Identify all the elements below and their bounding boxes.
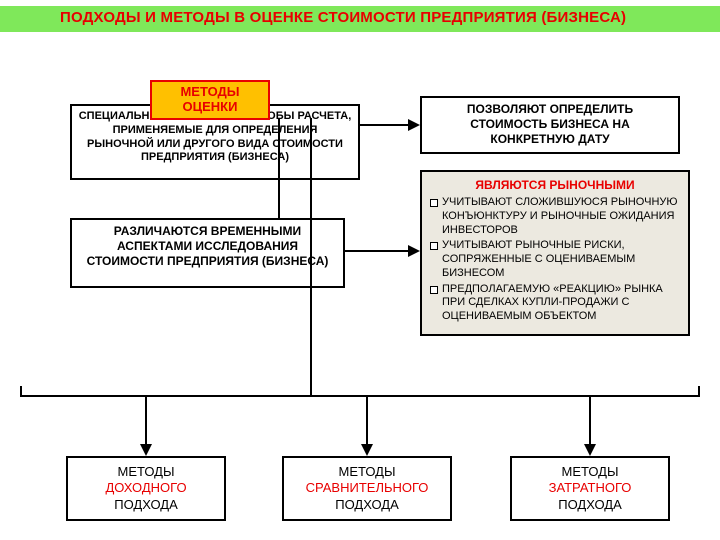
method-comparative: МЕТОДЫ СРАВНИТЕЛЬНОГО ПОДХОДА [282, 456, 452, 521]
connector-line [278, 118, 280, 218]
method-pre: МЕТОДЫ [339, 464, 396, 479]
market-list: УЧИТЫВАЮТ СЛОЖИВШУЮСЯ РЫНОЧНУЮ КОНЪЮНКТУ… [430, 196, 680, 324]
connector-line [345, 250, 408, 252]
connector-line [698, 386, 700, 397]
market-panel-title: ЯВЛЯЮТСЯ РЫНОЧНЫМИ [430, 178, 680, 192]
connector-line [360, 124, 408, 126]
connector-bus [20, 395, 700, 397]
arrow-icon [140, 444, 152, 456]
arrow-icon [408, 119, 420, 131]
methods-tab-line1: МЕТОДЫ [158, 85, 262, 100]
market-item: УЧИТЫВАЮТ РЫНОЧНЫЕ РИСКИ, СОПРЯЖЕННЫЕ С … [430, 239, 680, 280]
connector-line [589, 395, 591, 444]
method-pre: МЕТОДЫ [562, 464, 619, 479]
box-allow-text: ПОЗВОЛЯЮТ ОПРЕДЕЛИТЬ СТОИМОСТЬ БИЗНЕСА Н… [467, 102, 633, 146]
method-post: ПОДХОДА [335, 497, 399, 512]
market-item: УЧИТЫВАЮТ СЛОЖИВШУЮСЯ РЫНОЧНУЮ КОНЪЮНКТУ… [430, 196, 680, 237]
methods-tab-line2: ОЦЕНКИ [158, 100, 262, 115]
methods-tab: МЕТОДЫ ОЦЕНКИ [150, 80, 270, 120]
connector-line [366, 395, 368, 444]
method-cost: МЕТОДЫ ЗАТРАТНОГО ПОДХОДА [510, 456, 670, 521]
method-mid: ДОХОДНОГО [105, 480, 186, 495]
connector-line [310, 118, 312, 395]
method-mid: ЗАТРАТНОГО [549, 480, 632, 495]
arrow-icon [408, 245, 420, 257]
box-time-text: РАЗЛИЧАЮТСЯ ВРЕМЕННЫМИ АСПЕКТАМИ ИССЛЕДО… [87, 224, 329, 268]
method-mid: СРАВНИТЕЛЬНОГО [306, 480, 429, 495]
method-post: ПОДХОДА [558, 497, 622, 512]
page-title: ПОДХОДЫ И МЕТОДЫ В ОЦЕНКЕ СТОИМОСТИ ПРЕД… [60, 9, 626, 26]
method-income: МЕТОДЫ ДОХОДНОГО ПОДХОДА [66, 456, 226, 521]
arrow-icon [584, 444, 596, 456]
market-panel: ЯВЛЯЮТСЯ РЫНОЧНЫМИ УЧИТЫВАЮТ СЛОЖИВШУЮСЯ… [420, 170, 690, 336]
box-allow: ПОЗВОЛЯЮТ ОПРЕДЕЛИТЬ СТОИМОСТЬ БИЗНЕСА Н… [420, 96, 680, 154]
connector-line [20, 386, 22, 397]
market-item: ПРЕДПОЛАГАЕМУЮ «РЕАКЦИЮ» РЫНКА ПРИ СДЕЛК… [430, 283, 680, 324]
connector-line [145, 395, 147, 444]
arrow-icon [361, 444, 373, 456]
method-pre: МЕТОДЫ [118, 464, 175, 479]
box-time-aspects: РАЗЛИЧАЮТСЯ ВРЕМЕННЫМИ АСПЕКТАМИ ИССЛЕДО… [70, 218, 345, 288]
method-post: ПОДХОДА [114, 497, 178, 512]
